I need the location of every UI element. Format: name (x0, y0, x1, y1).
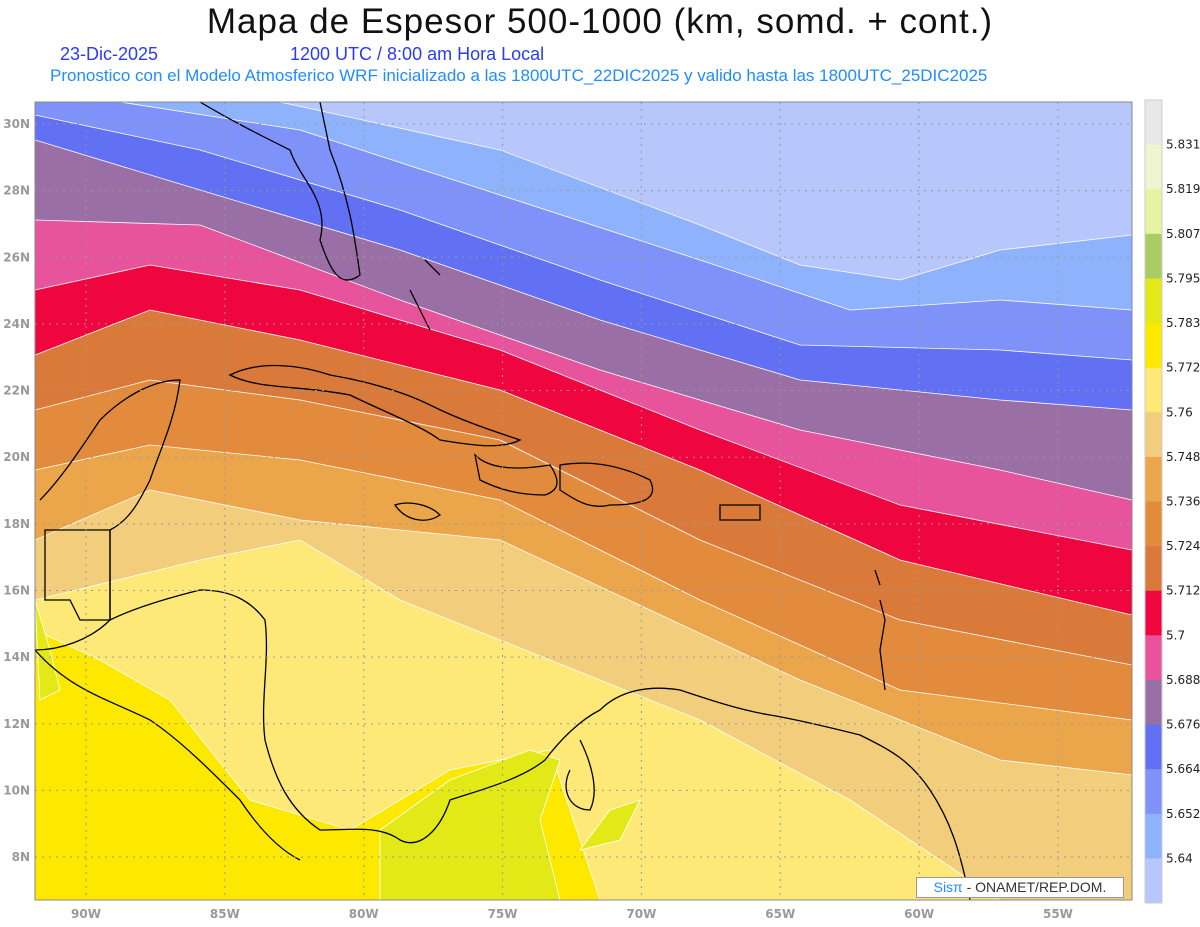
colorbar-swatch (1145, 323, 1162, 369)
lat-tick-label: 18N (3, 517, 30, 531)
colorbar-swatch (1145, 144, 1162, 190)
graticule (35, 102, 1132, 900)
colorbar-swatch (1145, 189, 1162, 235)
colorbar-swatch (1145, 858, 1162, 904)
credit-box: Sisπ - ONAMET/REP.DOM. (916, 877, 1124, 898)
colorbar-swatch (1145, 501, 1162, 547)
lat-tick-label: 12N (3, 717, 30, 731)
lat-tick-label: 28N (3, 184, 30, 198)
lat-tick-label: 20N (3, 450, 30, 464)
colorbar-label: 5.831 (1166, 138, 1200, 152)
colorbar-swatch (1145, 635, 1162, 681)
colorbar-swatch (1145, 233, 1162, 279)
colorbar-label: 5.676 (1166, 718, 1200, 732)
colorbar-frame (1144, 99, 1163, 904)
coastlines (35, 102, 971, 900)
lat-tick-label: 22N (3, 384, 30, 398)
lon-tick-label: 90W (71, 907, 101, 921)
lat-tick-label: 30N (3, 117, 30, 131)
colorbar-swatch (1145, 813, 1162, 859)
colorbar-label: 5.748 (1166, 450, 1200, 464)
lon-tick-label: 70W (626, 907, 656, 921)
colorbar-swatch (1145, 590, 1162, 636)
forecast-time: 1200 UTC / 8:00 am Hora Local (290, 44, 545, 64)
colorbar-label: 5.64 (1166, 851, 1193, 865)
thickness-band (579, 799, 641, 851)
colorbar-swatch (1145, 724, 1162, 770)
forecast-subtitle: Pronostico con el Modelo Atmosferico WRF… (50, 66, 988, 85)
lon-tick-label: 55W (1043, 907, 1073, 921)
lon-tick-label: 85W (210, 907, 240, 921)
colorbar-label: 5.783 (1166, 316, 1200, 330)
thickness-band (35, 599, 61, 701)
colorbar-label: 5.712 (1166, 584, 1200, 598)
map-title: Mapa de Espesor 500-1000 (km, somd. + co… (206, 2, 994, 41)
map-frame (34, 101, 1133, 901)
lat-tick-label: 16N (3, 583, 30, 597)
colorbar-label: 5.664 (1166, 762, 1200, 776)
colorbar-label: 5.688 (1166, 673, 1200, 687)
lat-tick-label: 10N (3, 783, 30, 797)
colorbar: 5.831 5.819 5.807 5.795 5.783 5.772 5.76 5.748 5… (1144, 99, 1200, 904)
thickness-shading (35, 102, 1132, 900)
credit-text: - ONAMET/REP.DOM. (962, 879, 1107, 895)
colorbar-swatch (1145, 769, 1162, 815)
colorbar-swatch (1145, 367, 1162, 413)
lon-tick-label: 80W (349, 907, 379, 921)
colorbar-swatch (1145, 278, 1162, 324)
colorbar-label: 5.736 (1166, 495, 1200, 509)
lon-tick-label: 60W (904, 907, 934, 921)
forecast-date: 23-Dic-2025 (60, 44, 159, 64)
lat-tick-label: 14N (3, 650, 30, 664)
lat-tick-label: 24N (3, 317, 30, 331)
colorbar-swatch (1145, 100, 1162, 146)
lat-tick-label: 8N (12, 850, 30, 864)
colorbar-label: 5.795 (1166, 271, 1200, 285)
thickness-band (379, 749, 561, 900)
credit-brand: Sisπ (933, 879, 963, 895)
colorbar-swatch (1145, 412, 1162, 458)
lat-tick-label: 26N (3, 250, 30, 264)
colorbar-label: 5.772 (1166, 361, 1200, 375)
colorbar-swatch (1145, 456, 1162, 502)
colorbar-label: 5.819 (1166, 182, 1200, 196)
colorbar-label: 5.7 (1166, 628, 1185, 642)
colorbar-label: 5.807 (1166, 227, 1200, 241)
colorbar-swatch (1145, 546, 1162, 592)
lon-tick-label: 75W (488, 907, 518, 921)
lon-tick-label: 65W (765, 907, 795, 921)
colorbar-label: 5.724 (1166, 539, 1200, 553)
colorbar-label: 5.652 (1166, 807, 1200, 821)
colorbar-label: 5.76 (1166, 405, 1193, 419)
colorbar-swatch (1145, 679, 1162, 726)
